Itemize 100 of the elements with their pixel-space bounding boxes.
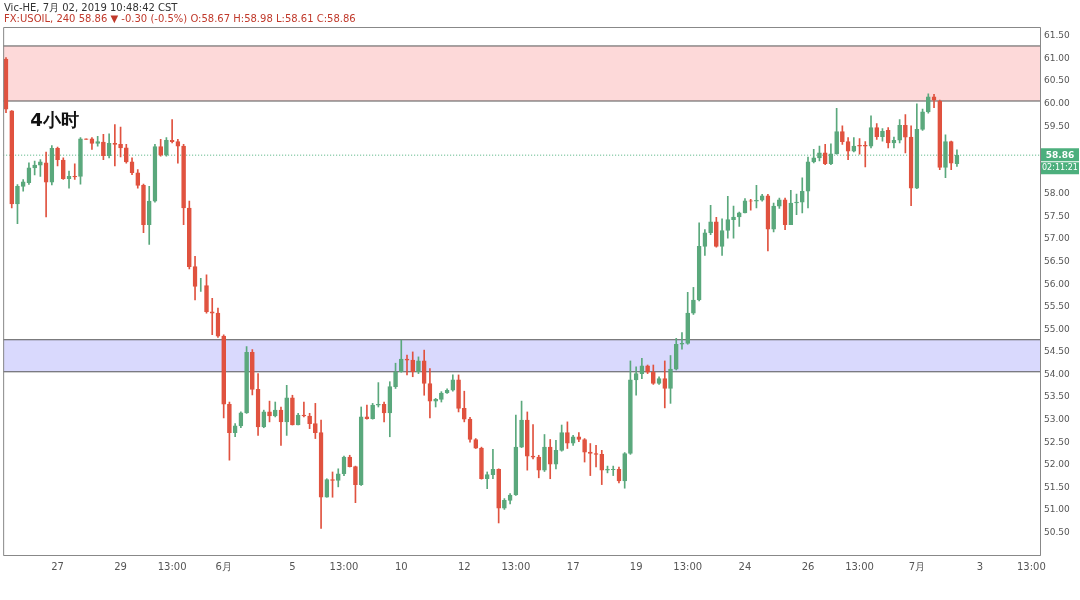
y-tick-label: 51.00 [1044, 504, 1071, 515]
candlestick [834, 107, 839, 155]
x-tick-label: 13:00 [845, 560, 874, 572]
candlestick [433, 398, 438, 408]
candlestick [301, 401, 307, 418]
y-tick-label: 52.00 [1044, 459, 1071, 470]
y-tick-label: 51.50 [1044, 481, 1071, 492]
candlestick [221, 334, 227, 419]
text: 02:11:21 [1042, 163, 1078, 173]
candlestick [101, 134, 106, 161]
candlestick [164, 137, 169, 157]
candlestick [244, 346, 249, 414]
candlestick [668, 355, 673, 404]
candlestick [622, 452, 628, 489]
ref-line-label: 58.86 [1045, 149, 1075, 160]
y-tick-label: 56.00 [1044, 278, 1071, 289]
candlestick [290, 394, 295, 426]
y-tick-label: 53.00 [1044, 413, 1071, 424]
candlestick [862, 141, 868, 168]
annotation: 4小时 [30, 108, 79, 130]
candlestick [158, 139, 164, 157]
candlestick [530, 424, 536, 460]
y-tick-label: 58.00 [1044, 188, 1071, 199]
candlestick [204, 274, 209, 314]
x-tick-label: 13:00 [1016, 560, 1046, 572]
candlestick [181, 144, 186, 225]
candlestick [794, 193, 799, 216]
candlestick [714, 217, 719, 248]
candlestick [920, 108, 925, 131]
y-tick-label: 54.00 [1044, 368, 1071, 379]
candlestick [565, 421, 570, 449]
candlestick [307, 412, 312, 429]
y-tick-label: 60.00 [1044, 98, 1071, 109]
candlestick [559, 424, 564, 452]
x-tick-label: 7月 [908, 560, 926, 572]
candlestick [605, 465, 610, 474]
candlestick [679, 332, 685, 350]
x-tick-label: 13:00 [329, 560, 359, 572]
candlestick [771, 202, 776, 233]
candlestick [15, 184, 20, 225]
candlestick [754, 185, 759, 209]
x-tick-label: 6月 [215, 560, 232, 572]
y-tick-label: 61.00 [1044, 52, 1071, 63]
x-tick-label: 26 [801, 560, 815, 572]
candlestick [645, 364, 650, 374]
candlestick [353, 465, 358, 503]
candlestick [364, 404, 370, 420]
candlestick [393, 362, 398, 389]
y-tick-label: 53.50 [1044, 391, 1071, 402]
y-tick-label: 57.50 [1044, 210, 1071, 221]
candlestick [628, 360, 633, 455]
candlestick [857, 138, 862, 155]
candlestick [502, 498, 507, 510]
y-tick-label: 54.50 [1044, 346, 1071, 357]
candlestick [479, 446, 484, 480]
candlestick [209, 297, 215, 336]
x-tick-label: 13:00 [157, 560, 187, 572]
candlestick [662, 360, 668, 409]
candlestick [66, 170, 72, 189]
candlestick [227, 401, 232, 461]
candlestick [897, 119, 902, 144]
candlestick [651, 364, 656, 385]
chart-subtitle: FX:USOIL, 240 58.86 ▼ -0.30 (-0.5%) O:58.67 H:58.98 L:58.61 C:58.86 [4, 13, 356, 24]
x-tick-label: 5 [289, 560, 296, 572]
candlestick [55, 146, 60, 167]
candlestick [582, 438, 587, 463]
candlestick [817, 145, 822, 162]
candlestick [610, 465, 616, 476]
candlestick [840, 125, 845, 145]
candlestick [456, 374, 461, 413]
candlestick [903, 114, 908, 154]
candlestick [439, 391, 444, 403]
candlestick [118, 126, 123, 158]
y-tick-label: 50.50 [1044, 526, 1071, 537]
candlestick [404, 354, 410, 376]
y-tick-label: 59.50 [1044, 120, 1071, 131]
candlestick [376, 382, 381, 408]
candlestick [141, 183, 146, 234]
candlestick [542, 434, 547, 472]
candlestick [123, 144, 129, 164]
x-tick-label: 13:00 [501, 560, 531, 572]
candlestick [496, 468, 501, 524]
chart-title: Vic-HE, 7月 02, 2019 10:48:42 CST [4, 1, 178, 14]
candlestick [519, 400, 524, 448]
x-tick-label: 19 [629, 560, 643, 572]
y-tick-label: 60.50 [1044, 75, 1071, 86]
candlestick [691, 287, 696, 315]
y-tick-label: 56.50 [1044, 256, 1071, 267]
candlestick [250, 349, 255, 396]
y-tick-label: 61.50 [1044, 30, 1071, 41]
candlestick [880, 128, 885, 142]
candlestick [708, 204, 713, 235]
x-tick-label: 3 [976, 560, 984, 572]
y-tick-label: 55.00 [1044, 323, 1071, 334]
x-tick-label: 13:00 [673, 560, 703, 572]
y-tick-label: 57.00 [1044, 233, 1071, 244]
x-tick-label: 10 [394, 560, 408, 572]
x-tick-label: 12 [457, 560, 471, 572]
x-tick-label: 24 [738, 560, 752, 572]
candlestick [78, 137, 83, 185]
